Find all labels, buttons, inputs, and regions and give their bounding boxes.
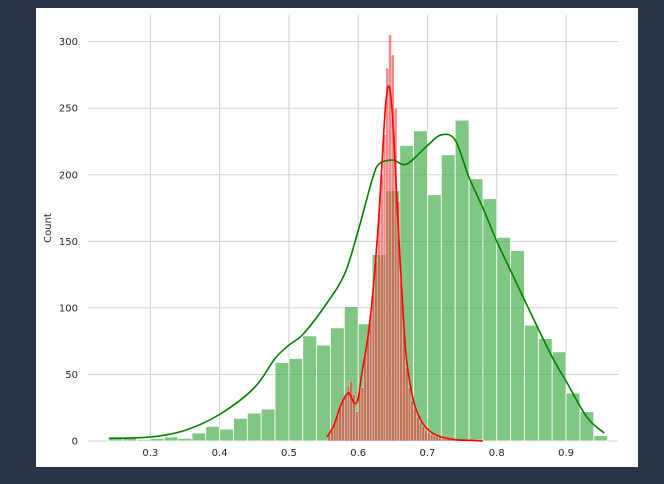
histogram-bar [219, 428, 234, 442]
histogram-bar [136, 439, 151, 442]
histogram-bar [316, 344, 331, 442]
histogram-bar [246, 412, 262, 442]
histogram-bar [205, 425, 221, 442]
chart-panel: 0 50 100 150 200 250 300 0.3 0.4 0.5 0.6 0.7 0.8 0.9 C… [36, 8, 638, 467]
histogram-bar [274, 362, 290, 442]
x-tick-label: 0.6 [350, 448, 366, 459]
histogram-bar [260, 408, 276, 442]
histogram-bar [149, 437, 165, 442]
histogram-bar [440, 154, 456, 442]
histogram-bar [416, 416, 420, 442]
histogram-bar [377, 214, 381, 442]
histogram-bar [424, 430, 428, 442]
y-tick-label: 150 [59, 237, 78, 248]
histogram-bar [413, 130, 428, 442]
histogram-bar [374, 261, 378, 442]
histogram-bar [122, 436, 137, 442]
histogram-bar [579, 411, 595, 442]
histogram-bar [427, 432, 431, 442]
kde-line-series-1 [326, 85, 483, 442]
y-tick-label: 0 [72, 437, 78, 448]
x-tick-label: 0.7 [420, 448, 436, 459]
y-tick-label: 300 [59, 37, 78, 48]
histogram-bar [413, 408, 417, 442]
y-tick-label: 50 [65, 370, 78, 381]
histogram-bar [191, 432, 207, 442]
histogram-bar [385, 68, 389, 442]
histogram-bar [405, 367, 409, 442]
histogram-bar [432, 435, 436, 442]
y-tick-label: 250 [59, 104, 78, 115]
histogram-bar [371, 294, 375, 442]
histogram-bar [419, 422, 423, 442]
histogram-bar [524, 324, 539, 442]
histogram-bar [468, 178, 484, 442]
histogram-bar [366, 334, 370, 442]
histogram-bar [163, 436, 179, 442]
histogram-bar [360, 387, 364, 442]
histogram-bar [302, 335, 318, 442]
histogram-bar [551, 351, 567, 442]
histogram-bar [288, 358, 304, 442]
histogram-bar [454, 119, 470, 442]
histogram-bar [407, 387, 411, 442]
kde-line-series-0 [108, 133, 605, 440]
histogram-bar [349, 380, 353, 442]
histogram-bar [427, 194, 442, 442]
x-tick-label: 0.3 [142, 448, 158, 459]
histogram-bar [363, 354, 367, 442]
histogram-bar [177, 437, 193, 442]
histogram-bar [338, 407, 342, 442]
histogram-bar [344, 394, 348, 442]
histogram-bar [369, 314, 373, 442]
histogram-bar [435, 436, 439, 442]
histogram-bar [341, 400, 345, 442]
histogram-bar [430, 434, 434, 442]
histogram-bar [593, 435, 609, 442]
histogram-bar [565, 392, 581, 442]
y-tick-label: 200 [59, 170, 78, 181]
histogram-bar [382, 134, 387, 442]
histogram-bar [355, 411, 359, 442]
histogram-bar [233, 417, 248, 442]
x-tick-label: 0.4 [212, 448, 228, 459]
series-0-bars [108, 119, 609, 442]
x-tick-label: 0.8 [489, 448, 505, 459]
x-tick-label: 0.5 [281, 448, 297, 459]
histogram-bar [510, 250, 525, 442]
histogram-chart: 0 50 100 150 200 250 300 0.3 0.4 0.5 0.6 0.7 0.8 0.9 C… [43, 15, 618, 459]
x-tick-label: 0.9 [558, 448, 574, 459]
histogram-bar [380, 174, 384, 442]
histogram-bar [441, 438, 445, 442]
y-tick-label: 100 [59, 303, 78, 314]
histogram-bar [410, 400, 414, 442]
y-axis-label: Count [43, 213, 54, 243]
histogram-bar [421, 426, 425, 442]
